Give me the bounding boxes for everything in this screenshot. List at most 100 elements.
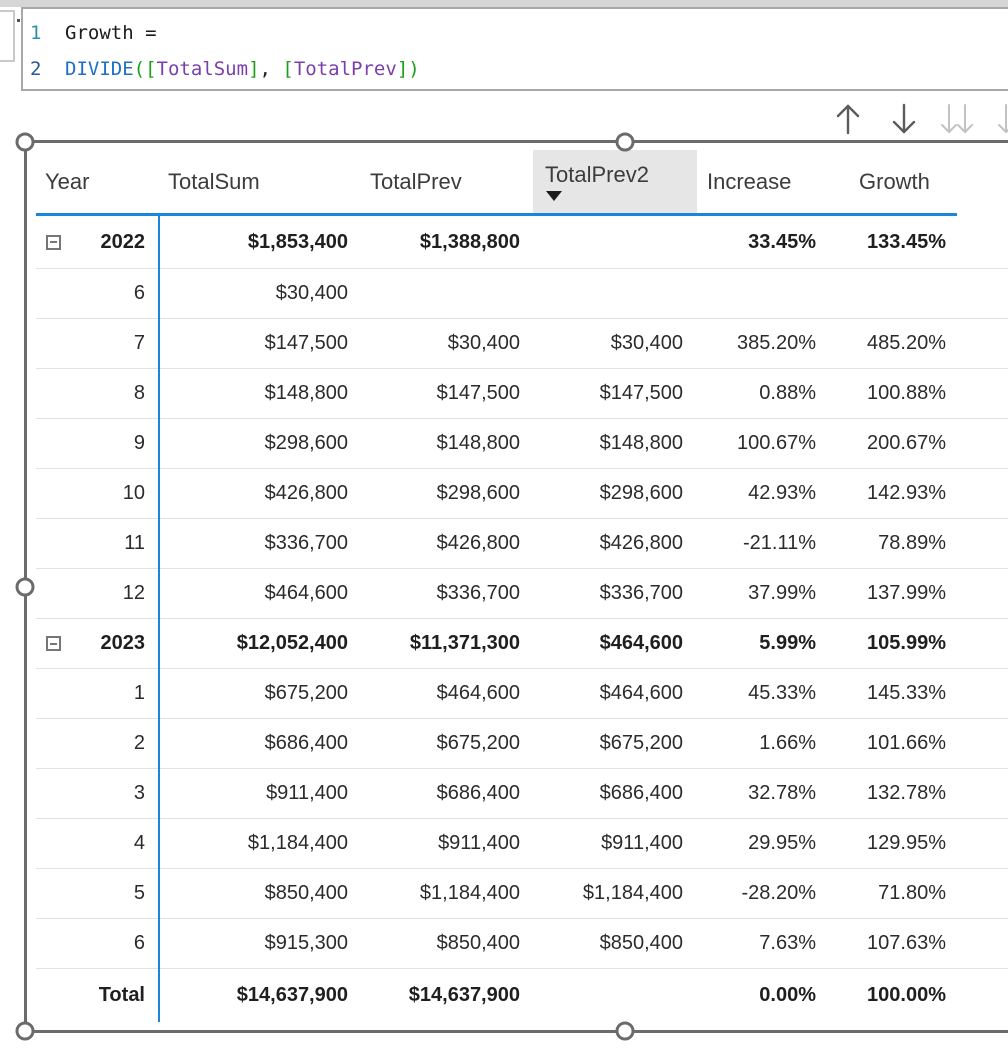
value-cell[interactable]: $14,637,900: [236, 984, 348, 1006]
value-cell[interactable]: 29.95%: [748, 832, 816, 854]
value-cell[interactable]: 142.93%: [867, 482, 946, 504]
value-cell[interactable]: -21.11%: [742, 532, 816, 554]
value-cell[interactable]: 45.33%: [748, 682, 816, 704]
value-cell[interactable]: $1,184,400: [582, 882, 683, 904]
row-header-cell[interactable]: 2023: [36, 619, 160, 668]
column-header-totalprev2[interactable]: TotalPrev2: [524, 150, 697, 213]
value-cell[interactable]: $426,800: [436, 532, 520, 554]
value-cell[interactable]: $1,184,400: [247, 832, 348, 854]
value-cell[interactable]: 137.99%: [867, 582, 946, 604]
matrix-row[interactable]: 10 $426,800 $298,600 $298,600 42.93% 142.93%: [36, 468, 1008, 518]
value-cell[interactable]: 37.99%: [748, 582, 816, 604]
value-cell[interactable]: 200.67%: [867, 432, 946, 454]
matrix-row[interactable]: 6 $30,400: [36, 268, 1008, 318]
value-cell[interactable]: 385.20%: [737, 332, 816, 354]
value-cell[interactable]: $12,052,400: [236, 632, 348, 654]
row-header-cell[interactable]: 6: [36, 269, 160, 318]
value-cell[interactable]: $686,400: [436, 782, 520, 804]
value-cell[interactable]: [352, 269, 524, 318]
row-header-cell[interactable]: 5: [36, 869, 160, 918]
value-cell[interactable]: 100.00%: [867, 984, 946, 1006]
value-cell[interactable]: $675,200: [436, 732, 520, 754]
value-cell[interactable]: $464,600: [599, 632, 683, 654]
value-cell[interactable]: $464,600: [436, 682, 520, 704]
column-header-totalprev[interactable]: TotalPrev: [352, 150, 524, 213]
value-cell[interactable]: 105.99%: [867, 632, 946, 654]
value-cell[interactable]: $686,400: [599, 782, 683, 804]
value-cell[interactable]: $426,800: [599, 532, 683, 554]
matrix-row[interactable]: 2022 $1,853,400 $1,388,800 33.45% 133.45%: [36, 216, 1008, 268]
value-cell[interactable]: [524, 216, 697, 268]
row-header-cell[interactable]: 6: [36, 919, 160, 968]
resize-handle-top-center[interactable]: [615, 132, 635, 152]
value-cell[interactable]: 32.78%: [748, 782, 816, 804]
row-header-cell[interactable]: 3: [36, 769, 160, 818]
value-cell[interactable]: $336,700: [599, 582, 683, 604]
value-cell[interactable]: 42.93%: [748, 482, 816, 504]
value-cell[interactable]: -28.20%: [741, 882, 817, 904]
value-cell[interactable]: $1,184,400: [419, 882, 520, 904]
row-header-cell[interactable]: 2: [36, 719, 160, 768]
value-cell[interactable]: $911,400: [601, 832, 683, 854]
row-header-cell[interactable]: Total: [36, 969, 160, 1022]
value-cell[interactable]: [524, 969, 697, 1022]
value-cell[interactable]: 1.66%: [759, 732, 816, 754]
value-cell[interactable]: 5.99%: [759, 632, 816, 654]
value-cell[interactable]: 133.45%: [867, 230, 946, 253]
column-header-growth[interactable]: Growth: [821, 150, 957, 213]
value-cell[interactable]: 7.63%: [759, 932, 816, 954]
value-cell[interactable]: 107.63%: [867, 932, 946, 954]
value-cell[interactable]: 100.67%: [737, 432, 816, 454]
value-cell[interactable]: $850,400: [264, 882, 348, 904]
matrix-row[interactable]: 12 $464,600 $336,700 $336,700 37.99% 137.99%: [36, 568, 1008, 618]
value-cell[interactable]: $148,800: [436, 432, 520, 454]
row-header-cell[interactable]: 2022: [36, 216, 160, 268]
matrix-row[interactable]: 7 $147,500 $30,400 $30,400 385.20% 485.20%: [36, 318, 1008, 368]
value-cell[interactable]: 78.89%: [878, 532, 946, 554]
matrix-row[interactable]: 11 $336,700 $426,800 $426,800 -21.11% 78.89%: [36, 518, 1008, 568]
value-cell[interactable]: $915,300: [264, 932, 348, 954]
value-cell[interactable]: $336,700: [264, 532, 348, 554]
column-header-year[interactable]: Year: [36, 150, 160, 213]
value-cell[interactable]: [821, 269, 957, 318]
resize-handle-middle-left[interactable]: [15, 577, 35, 597]
collapse-minus-icon[interactable]: [46, 636, 61, 651]
value-cell[interactable]: 0.00%: [759, 984, 816, 1006]
value-cell[interactable]: $11,371,300: [409, 632, 520, 654]
matrix-row[interactable]: 8 $148,800 $147,500 $147,500 0.88% 100.88%: [36, 368, 1008, 418]
matrix-row[interactable]: 2023 $12,052,400 $11,371,300 $464,600 5.99% 1…: [36, 618, 1008, 668]
dax-formula-bar[interactable]: 1 Growth = 2 DIVIDE([TotalSum], [TotalPrev]…: [21, 7, 1008, 91]
formula-line[interactable]: 1 Growth =: [23, 15, 1008, 51]
value-cell[interactable]: $850,400: [436, 932, 520, 954]
value-cell[interactable]: $675,200: [264, 682, 348, 704]
value-cell[interactable]: 485.20%: [867, 332, 946, 354]
matrix-total-row[interactable]: Total $14,637,900 $14,637,900 0.00% 100.00%: [36, 968, 1008, 1022]
value-cell[interactable]: 0.88%: [759, 382, 816, 404]
matrix-row[interactable]: 4 $1,184,400 $911,400 $911,400 29.95% 129.95%: [36, 818, 1008, 868]
row-header-cell[interactable]: 10: [36, 469, 160, 518]
value-cell[interactable]: $426,800: [264, 482, 348, 504]
column-header-increase[interactable]: Increase: [697, 150, 821, 213]
value-cell[interactable]: $686,400: [264, 732, 348, 754]
value-cell[interactable]: $298,600: [599, 482, 683, 504]
matrix-row[interactable]: 6 $915,300 $850,400 $850,400 7.63% 107.63%: [36, 918, 1008, 968]
row-header-cell[interactable]: 4: [36, 819, 160, 868]
value-cell[interactable]: $464,600: [264, 582, 348, 604]
value-cell[interactable]: [524, 269, 697, 318]
row-header-cell[interactable]: 12: [36, 569, 160, 618]
matrix-row[interactable]: 5 $850,400 $1,184,400 $1,184,400 -28.20% 71.8…: [36, 868, 1008, 918]
value-cell[interactable]: $298,600: [264, 432, 348, 454]
column-header-totalsum[interactable]: TotalSum: [160, 150, 352, 213]
value-cell[interactable]: $147,500: [264, 332, 348, 354]
collapse-minus-icon[interactable]: [46, 234, 61, 250]
value-cell[interactable]: 71.80%: [878, 882, 946, 904]
value-cell[interactable]: $30,400: [275, 282, 348, 304]
resize-handle-top-left[interactable]: [15, 132, 35, 152]
value-cell[interactable]: 129.95%: [867, 832, 946, 854]
formula-line[interactable]: 2 DIVIDE([TotalSum], [TotalPrev]): [23, 51, 1008, 87]
value-cell[interactable]: $1,388,800: [419, 230, 520, 253]
value-cell[interactable]: $675,200: [599, 732, 683, 754]
matrix-row[interactable]: 3 $911,400 $686,400 $686,400 32.78% 132.78%: [36, 768, 1008, 818]
value-cell[interactable]: $464,600: [599, 682, 683, 704]
value-cell[interactable]: $298,600: [436, 482, 520, 504]
